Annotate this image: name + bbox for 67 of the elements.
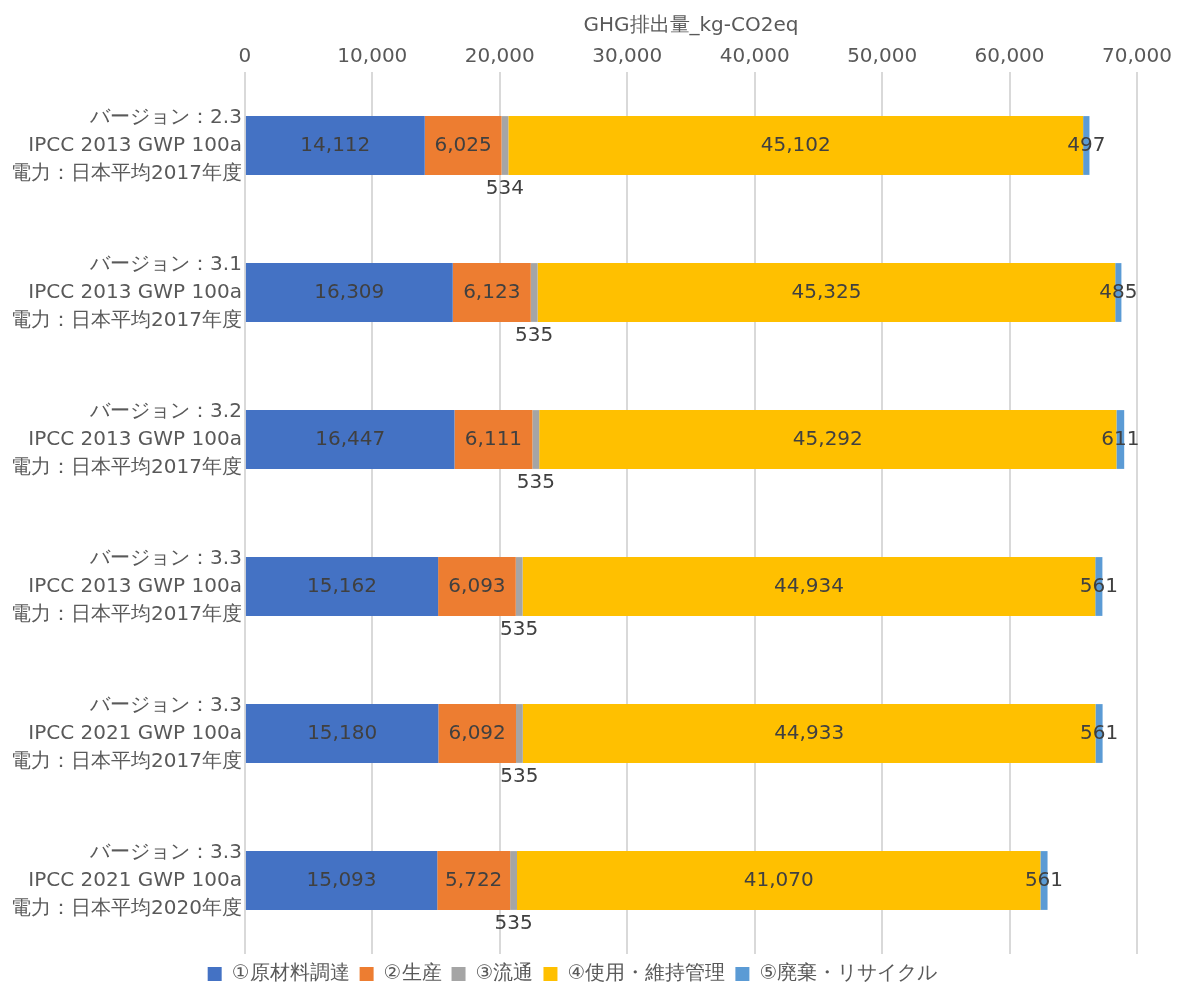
data-label: 44,933 [774, 719, 845, 744]
bar [437, 851, 511, 910]
x-tick-label: 60,000 [974, 43, 1045, 68]
data-label: 535 [516, 469, 555, 494]
legend-label: ③流通 [475, 960, 534, 985]
bar [245, 851, 438, 910]
legend-label: ⑤廃棄・リサイクル [759, 960, 938, 985]
data-label: 6,025 [434, 131, 492, 156]
bar [245, 704, 439, 763]
x-tick-label: 40,000 [719, 43, 790, 68]
x-tick-label: 10,000 [337, 43, 408, 68]
bar [532, 410, 540, 469]
bar [424, 116, 502, 175]
bar [530, 263, 538, 322]
bar [245, 410, 455, 469]
data-label: 561 [1079, 719, 1119, 744]
x-tick-label: 30,000 [592, 43, 663, 68]
x-tick-label: 0 [238, 43, 252, 68]
bar [515, 557, 523, 616]
data-label: 535 [494, 910, 533, 935]
bar [245, 557, 439, 616]
data-label: 485 [1099, 278, 1138, 303]
data-label: 16,309 [314, 278, 385, 303]
bar [516, 704, 523, 763]
y-tick-label: バージョン：3.3 IPCC 2013 GWP 100a 電力：日本平均2017年度 [10, 544, 242, 625]
data-label: 5,722 [445, 866, 503, 891]
bar [438, 557, 516, 616]
data-label: 497 [1067, 131, 1106, 156]
data-label: 6,093 [448, 572, 506, 597]
data-label: 15,093 [306, 866, 377, 891]
y-tick-label: バージョン：3.1 IPCC 2013 GWP 100a 電力：日本平均2017年度 [10, 250, 242, 331]
y-tick-label: バージョン：2.3 IPCC 2013 GWP 100a 電力：日本平均2017年度 [10, 103, 242, 184]
y-tick-label: バージョン：3.3 IPCC 2021 GWP 100a 電力：日本平均2020年度 [10, 838, 242, 919]
data-label: 15,162 [307, 572, 378, 597]
data-label: 535 [515, 322, 554, 347]
data-label: 41,070 [743, 866, 814, 891]
legend-label: ④使用・維持管理 [567, 960, 726, 985]
x-tick-label: 20,000 [464, 43, 535, 68]
data-label: 45,325 [791, 278, 862, 303]
bar [245, 116, 425, 175]
data-label: 6,092 [448, 719, 506, 744]
x-axis-title: GHG排出量_kg-CO2eq [583, 12, 799, 37]
legend-label: ②生産 [383, 960, 442, 985]
bar [245, 263, 453, 322]
data-label: 561 [1079, 572, 1118, 597]
data-label: 14,112 [300, 131, 371, 156]
data-label: 535 [500, 616, 539, 641]
bar [510, 851, 517, 910]
y-tick-label: バージョン：3.2 IPCC 2013 GWP 100a 電力：日本平均2017年度 [10, 397, 242, 478]
x-tick-label: 50,000 [847, 43, 918, 68]
data-label: 6,111 [464, 425, 523, 450]
data-label: 15,180 [307, 719, 378, 744]
data-label: 6,123 [463, 278, 521, 303]
data-label: 534 [485, 175, 525, 200]
bar [438, 704, 516, 763]
x-tick-label: 70,000 [1102, 43, 1172, 68]
data-label: 44,934 [773, 572, 844, 597]
bar [454, 410, 533, 469]
legend-label: ①原材料調達 [231, 960, 350, 985]
y-tick-label: バージョン：3.3 IPCC 2021 GWP 100a 電力：日本平均2017年度 [10, 691, 242, 772]
data-label: 45,292 [792, 425, 863, 450]
data-label: 535 [500, 763, 539, 788]
data-label: 561 [1024, 866, 1064, 891]
data-label: 45,102 [760, 131, 831, 156]
data-label: 611 [1101, 425, 1140, 450]
data-label: 16,447 [315, 425, 386, 450]
bar [452, 263, 531, 322]
